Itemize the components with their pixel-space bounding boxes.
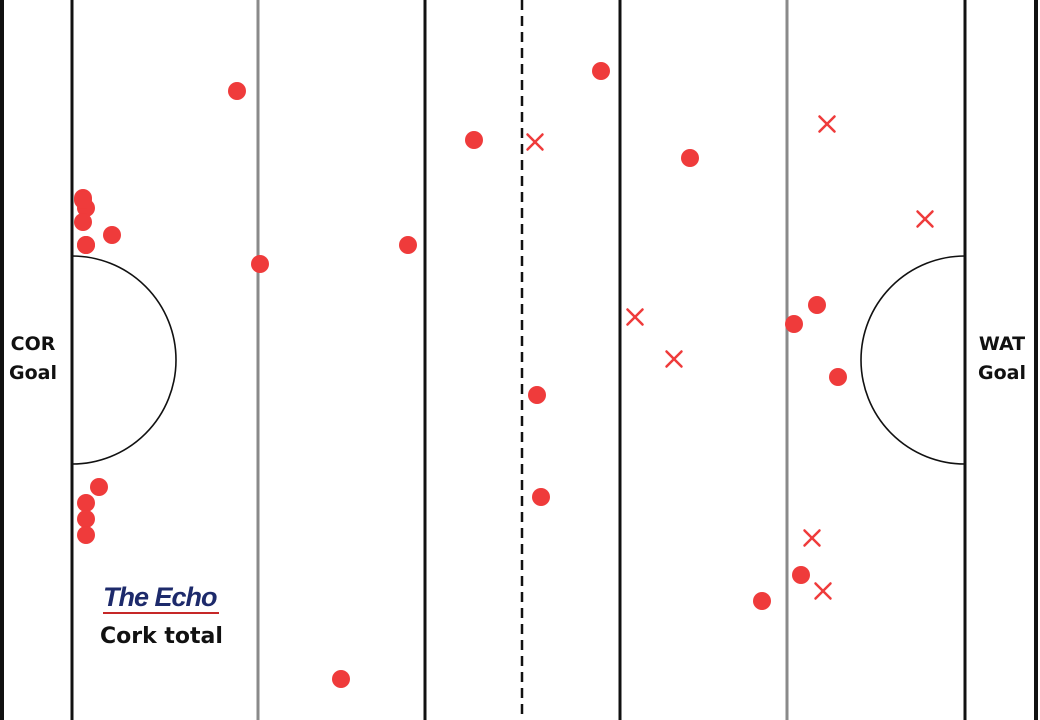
score-marker: [77, 236, 95, 254]
echo-logo: The Echo: [103, 582, 219, 614]
score-marker: [785, 315, 803, 333]
score-marker: [90, 478, 108, 496]
score-marker: [228, 82, 246, 100]
score-marker: [103, 226, 121, 244]
shots-layer: [74, 62, 934, 688]
left-goal-word: Goal: [9, 362, 57, 384]
miss-marker: [526, 133, 544, 151]
score-marker: [465, 131, 483, 149]
score-marker: [532, 488, 550, 506]
miss-marker: [803, 529, 821, 547]
score-marker: [332, 670, 350, 688]
right-goal-arc: [860, 255, 966, 465]
score-marker: [792, 566, 810, 584]
score-marker: [77, 510, 95, 528]
left-goal-team: COR: [10, 333, 56, 355]
miss-marker: [814, 582, 832, 600]
right-goal-label: WAT Goal: [972, 330, 1032, 388]
score-marker: [592, 62, 610, 80]
miss-marker: [818, 115, 836, 133]
score-marker: [829, 368, 847, 386]
left-goal-label: COR Goal: [4, 330, 62, 388]
score-marker: [251, 255, 269, 273]
score-marker: [528, 386, 546, 404]
score-marker: [681, 149, 699, 167]
score-marker: [74, 213, 92, 231]
chart-caption: Cork total: [100, 624, 223, 649]
score-marker: [808, 296, 826, 314]
left-goal-arc: [71, 255, 177, 465]
score-marker: [753, 592, 771, 610]
score-marker: [74, 191, 92, 209]
miss-marker: [665, 350, 683, 368]
score-marker: [77, 494, 95, 512]
miss-marker: [916, 210, 934, 228]
miss-marker: [626, 308, 644, 326]
score-marker: [77, 526, 95, 544]
right-goal-team: WAT: [978, 333, 1026, 355]
right-goal-word: Goal: [978, 362, 1026, 384]
score-marker: [399, 236, 417, 254]
